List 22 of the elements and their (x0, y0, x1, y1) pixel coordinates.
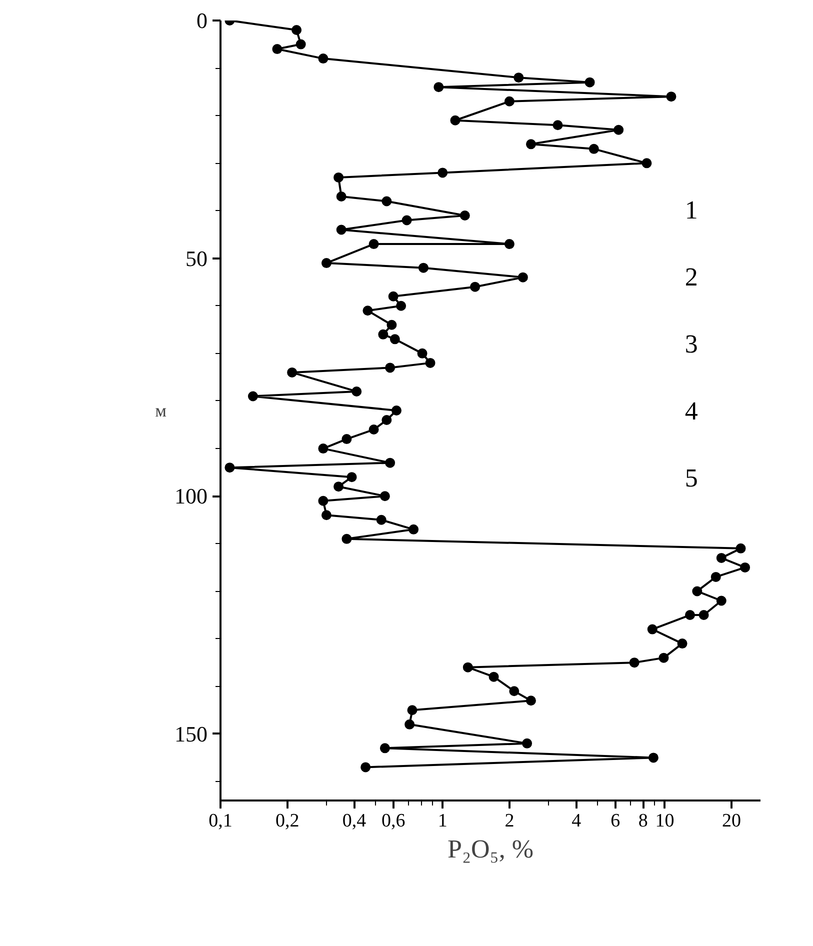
x-tick-label: 2 (504, 810, 514, 832)
y-tick-label: 150 (174, 721, 208, 746)
annotation: 4 (684, 396, 698, 426)
annotation: 5 (684, 464, 698, 493)
x-tick-label: 0,1 (208, 810, 232, 832)
y-tick-label: 0 (196, 8, 208, 33)
x-tick-label: 20 (722, 810, 742, 832)
x-tick-label: 0,2 (275, 810, 300, 832)
x-axis-title: P₂O₅, % (447, 834, 534, 864)
y-tick-label: 50 (186, 246, 208, 271)
x-tick-label: 0,4 (342, 810, 367, 832)
x-tick-label: 10 (655, 810, 674, 832)
x-tick-label: 8 (638, 810, 648, 832)
x-tick-label: 6 (610, 810, 620, 832)
y-axis-title: м (155, 400, 166, 420)
x-tick-label: 4 (572, 810, 582, 832)
annotation: 1 (684, 195, 698, 224)
annotation: 3 (684, 329, 698, 358)
annotation: 2 (684, 262, 698, 292)
x-tick-label: 1 (438, 810, 448, 832)
y-tick-label: 100 (174, 484, 208, 509)
x-tick-label: 0,6 (381, 810, 406, 832)
